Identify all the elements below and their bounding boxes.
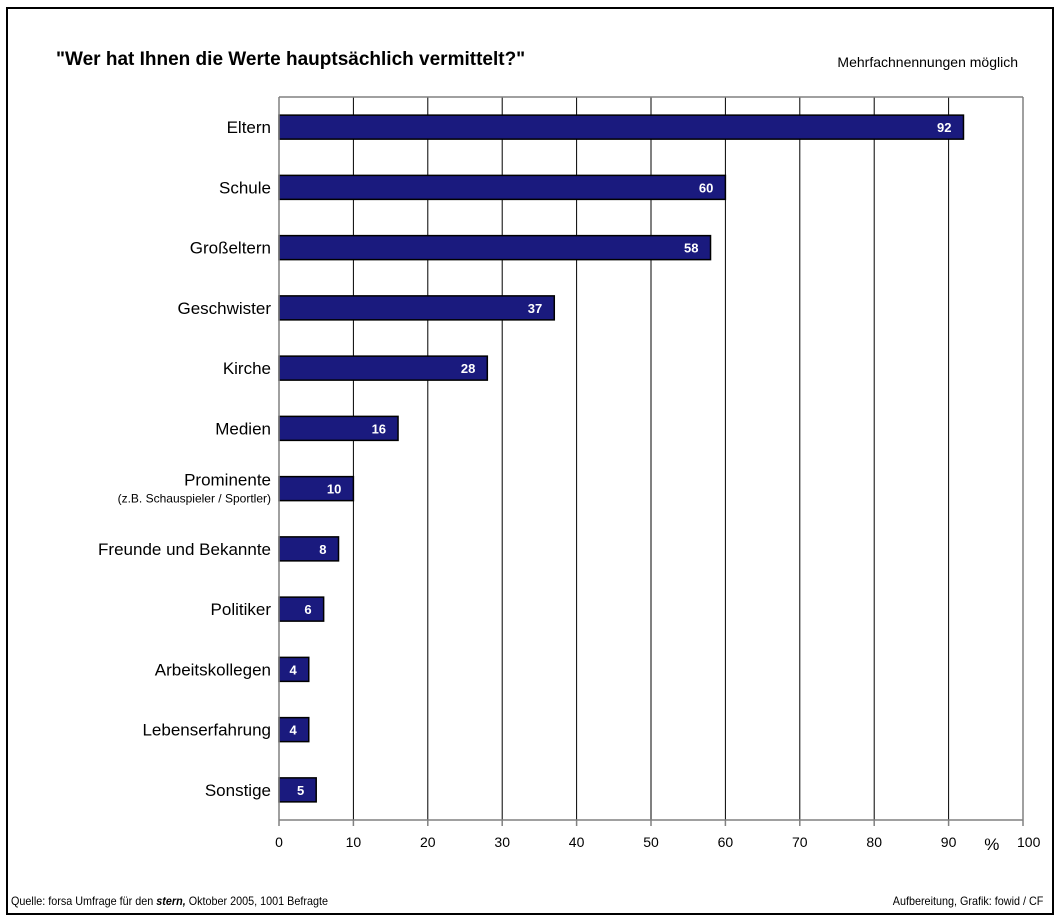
category-label-9: Arbeitskollegen (155, 660, 271, 679)
category-label-2: Großeltern (190, 239, 271, 258)
tick-label-30: 30 (494, 834, 510, 850)
bar-8 (278, 596, 325, 622)
tick-label-40: 40 (569, 834, 585, 850)
tick-label-50: 50 (643, 834, 659, 850)
bar-6 (278, 475, 355, 502)
bar-11 (278, 777, 317, 803)
tick-label-10: 10 (346, 834, 362, 850)
category-label-6: Prominente (184, 471, 271, 490)
tick-label-80: 80 (866, 834, 882, 850)
source-prefix: Quelle: forsa Umfrage für den (11, 894, 157, 908)
bar-2 (278, 234, 712, 261)
bar-1 (278, 174, 727, 201)
tick-label-0: 0 (275, 834, 283, 850)
source-publication: stern, (156, 894, 186, 908)
category-label-3: Geschwister (177, 299, 271, 318)
data-label-6: 10 (327, 482, 341, 497)
data-label-3: 37 (528, 301, 542, 316)
bar-9 (278, 656, 310, 683)
tick-label-20: 20 (420, 834, 436, 850)
data-label-0: 92 (937, 120, 951, 135)
data-label-10: 4 (290, 723, 298, 738)
chart-title: "Wer hat Ihnen die Werte hauptsächlich v… (56, 49, 526, 70)
tick-label-60: 60 (718, 834, 734, 850)
axes (278, 96, 1024, 826)
category-label-1: Schule (219, 178, 271, 197)
x-unit-label: % (984, 835, 999, 854)
credit-note: Aufbereitung, Grafik: fowid / CF (892, 894, 1043, 908)
data-label-9: 4 (290, 662, 298, 677)
data-label-11: 5 (297, 783, 304, 798)
bar-10 (278, 716, 310, 743)
tick-label-70: 70 (792, 834, 808, 850)
category-label-7: Freunde und Bekannte (98, 540, 271, 559)
bar-5 (278, 415, 399, 442)
chart-note: Mehrfachnennungen möglich (837, 54, 1018, 70)
category-label-8: Politiker (211, 600, 272, 619)
source-note: Quelle: forsa Umfrage für den stern, Okt… (11, 894, 328, 908)
data-label-2: 58 (684, 241, 698, 256)
bar-4 (278, 355, 489, 381)
tick-label-90: 90 (941, 834, 957, 850)
data-label-7: 8 (319, 542, 326, 557)
bar-0 (278, 114, 965, 140)
bar-3 (278, 295, 556, 321)
data-label-4: 28 (461, 361, 475, 376)
data-label-8: 6 (304, 602, 311, 617)
grid-lines (352, 97, 950, 820)
data-label-1: 60 (699, 180, 713, 195)
data-label-5: 16 (372, 421, 386, 436)
labels: 0 10 20 30 40 50 60 70 80 90 100% 92 Eltern 60 Schule 5… (98, 118, 1041, 854)
category-label-0: Eltern (227, 118, 271, 137)
bars (278, 114, 965, 803)
category-label-11: Sonstige (205, 781, 271, 800)
chart-frame (6, 7, 1054, 915)
category-label-4: Kirche (223, 359, 271, 378)
tick-label-100: 100 (1017, 834, 1041, 850)
source-suffix: Oktober 2005, 1001 Befragte (185, 894, 328, 908)
bar-7 (278, 536, 340, 562)
category-label-10: Lebenserfahrung (142, 721, 271, 740)
category-label-5: Medien (215, 419, 271, 438)
category-sublabel-6: (z.B. Schauspieler / Sportler) (118, 492, 271, 506)
